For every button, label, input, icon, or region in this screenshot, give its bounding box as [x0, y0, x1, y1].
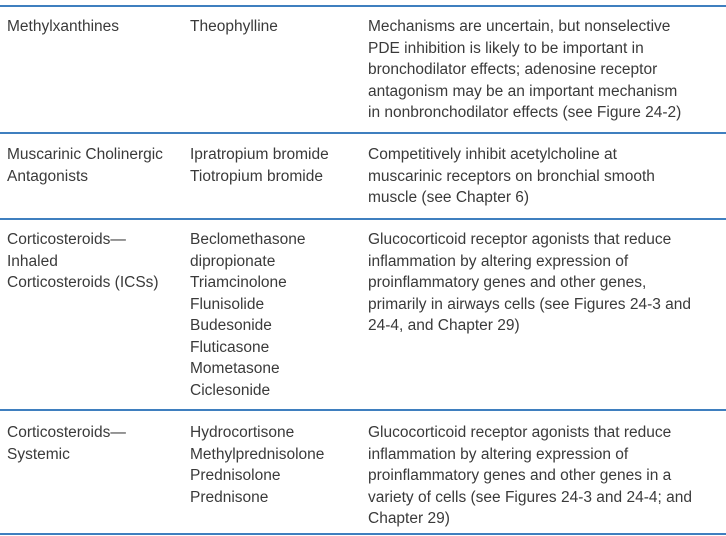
- text-line: Corticosteroids—: [7, 424, 126, 441]
- text-line: in nonbronchodilator effects (see Figure…: [368, 104, 682, 121]
- table-rule: [0, 132, 726, 134]
- text-line: Corticosteroids—: [7, 231, 126, 248]
- text-line: variety of cells (see Figures 24-3 and 2…: [368, 488, 692, 506]
- text-line: muscarinic receptors on bronchial smooth: [368, 167, 655, 185]
- text-line: Fluticasone: [190, 338, 270, 356]
- text-line: proinflammatory genes and other genes in…: [368, 467, 672, 484]
- text-line: Prednisone: [190, 488, 269, 506]
- text-line: proinflammatory genes and other genes,: [368, 274, 647, 291]
- text-line: Ciclesonide: [190, 381, 271, 399]
- text-line: Chapter 29): [368, 510, 450, 527]
- text-line: Corticosteroids (ICSs): [7, 274, 159, 291]
- text-line: 24-4, and Chapter 29): [368, 317, 520, 334]
- text-line: bronchodilator effects; adenosine recept…: [368, 61, 658, 78]
- text-line: inflammation by altering expression of: [368, 252, 629, 270]
- text-line: primarily in airways cells (see Figures …: [368, 295, 692, 313]
- mechanism-cell: Glucocorticoid receptor agonists that re…: [368, 422, 726, 530]
- table-rule: [0, 409, 726, 411]
- text-line: Glucocorticoid receptor agonists that re…: [368, 424, 672, 441]
- text-line: Hydrocortisone: [190, 424, 295, 441]
- text-line: inflammation by altering expression of: [368, 445, 629, 463]
- text-line: PDE inhibition is likely to be important…: [368, 39, 644, 57]
- table-rule: [0, 533, 726, 535]
- text-line: Muscarinic Cholinergic: [7, 146, 163, 163]
- text-line: Methylxanthines: [7, 18, 120, 35]
- text-line: antagonism may be an important mechanism: [368, 82, 678, 100]
- text-line: Triamcinolone: [190, 274, 287, 291]
- text-line: Methylprednisolone: [190, 445, 325, 463]
- text-line: Competitively inhibit acetylcholine at: [368, 146, 617, 163]
- text-line: Antagonists: [7, 167, 88, 185]
- table-rule: [0, 218, 726, 220]
- mechanism-cell: Glucocorticoid receptor agonists that re…: [368, 229, 726, 337]
- text-line: Flunisolide: [190, 295, 265, 313]
- drugs-cell: Hydrocortisone Methylprednisolone Predniso…: [190, 422, 365, 508]
- text-line: Tiotropium bromide: [190, 167, 323, 185]
- text-line: Systemic: [7, 445, 70, 463]
- drug-class-cell: Methylxanthines: [7, 16, 187, 38]
- text-line: Prednisolone: [190, 467, 281, 484]
- drugs-cell: Theophylline: [190, 16, 365, 38]
- table-rule: [0, 5, 726, 7]
- drug-class-cell: Corticosteroids— Systemic: [7, 422, 187, 465]
- mechanism-cell: Competitively inhibit acetylcholine at mu…: [368, 144, 726, 209]
- drugs-cell: Beclomethasone dipropionate Triamcinolone F…: [190, 229, 365, 401]
- drug-class-cell: Corticosteroids— Inhaled Corticosteroids (…: [7, 229, 187, 294]
- drugs-cell: Ipratropium bromide Tiotropium bromide: [190, 144, 365, 187]
- text-line: Budesonide: [190, 317, 272, 334]
- text-line: Beclomethasone: [190, 231, 306, 248]
- text-line: Ipratropium bromide: [190, 146, 329, 163]
- mechanism-cell: Mechanisms are uncertain, but nonselecti…: [368, 16, 726, 124]
- text-line: muscle (see Chapter 6): [368, 189, 530, 206]
- text-line: Theophylline: [190, 18, 278, 35]
- text-line: Mechanisms are uncertain, but nonselecti…: [368, 18, 671, 35]
- text-line: Inhaled: [7, 252, 58, 270]
- text-line: Glucocorticoid receptor agonists that re…: [368, 231, 672, 248]
- text-line: Mometasone: [190, 360, 280, 377]
- text-line: dipropionate: [190, 252, 276, 270]
- drug-class-cell: Muscarinic Cholinergic Antagonists: [7, 144, 187, 187]
